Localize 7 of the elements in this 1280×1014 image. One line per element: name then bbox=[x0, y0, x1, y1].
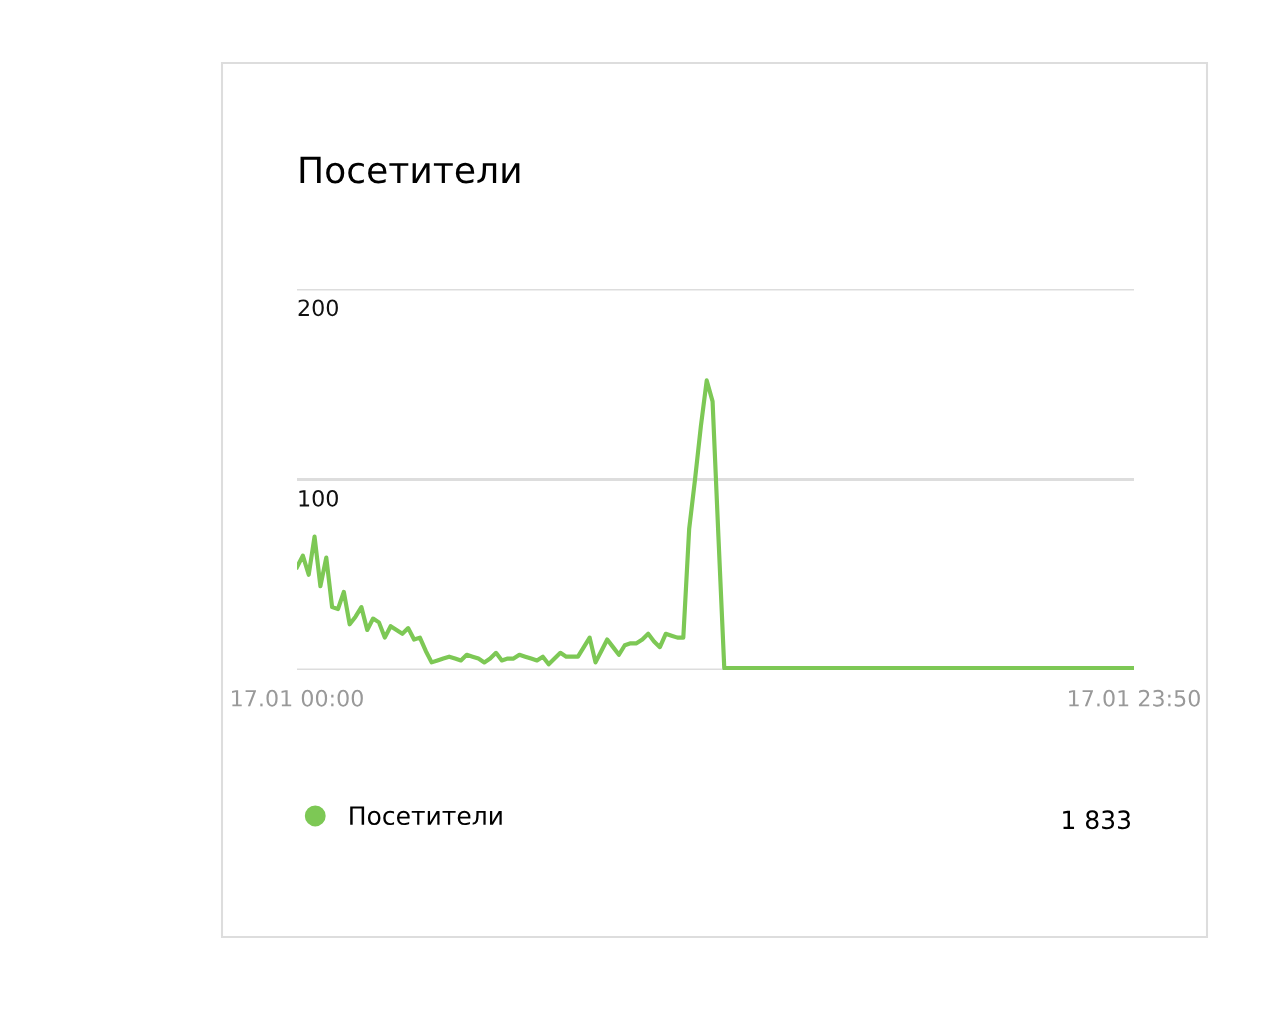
chart-title: Посетители bbox=[300, 156, 520, 184]
x-tick-label: 17.01 00:00 bbox=[232, 689, 363, 707]
x-tick-label: 17.01 23:50 bbox=[1069, 689, 1200, 707]
legend-label: Посетители bbox=[350, 806, 502, 826]
y-tick-label: 100 bbox=[299, 489, 338, 507]
y-tick-label: 200 bbox=[298, 299, 338, 317]
text: 1 833 bbox=[1063, 810, 1130, 830]
